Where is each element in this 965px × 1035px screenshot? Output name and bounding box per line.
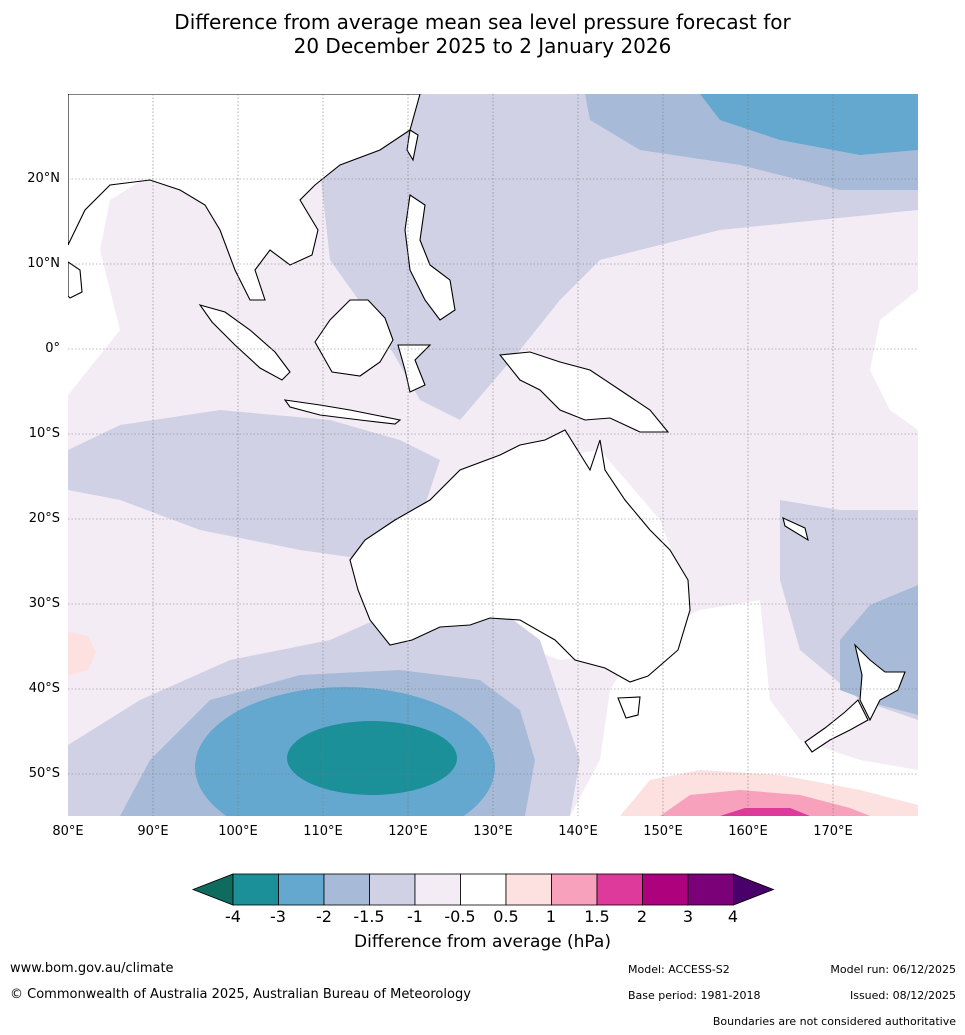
colorbar-swatch [687,873,734,906]
new-caledonia-coastline [782,517,809,542]
lat-label-20s: 20°S [28,511,60,526]
colorbar-extend-high [733,873,775,906]
lat-label-0: 0° [45,341,60,356]
lon-label-110e: 110°E [303,824,343,839]
sulawesi-coastline [397,344,432,393]
base-period: Base period: 1981-2018 [628,989,761,1002]
map-panel [68,94,918,816]
anomaly-zone-rose-southeast [660,790,870,816]
colorbar-tick-label: -1.5 [353,907,385,926]
colorbar-tick-label: 2 [636,907,648,926]
colorbar-swatch [596,873,643,906]
title-line-1: Difference from average mean sea level p… [174,10,791,34]
lat-label-20n: 20°N [27,171,60,186]
colorbar-swatch [505,873,552,906]
lat-label-40s: 40°S [28,681,60,696]
anomaly-zone-mid-blue-northeast [700,94,918,155]
lon-label-130e: 130°E [473,824,513,839]
lon-label-120e: 120°E [388,824,428,839]
colorbar-title: Difference from average (hPa) [354,932,611,952]
new-zealand-north-coastline [854,643,906,722]
lon-label-150e: 150°E [643,824,683,839]
lon-label-90e: 90°E [137,824,169,839]
model-run-date: Model run: 06/12/2025 [830,963,956,976]
anomaly-zone-white-east [870,290,918,430]
copyright-text: © Commonwealth of Australia 2025, Austra… [10,987,471,1002]
website-link[interactable]: www.bom.gov.au/climate [10,961,174,976]
anomaly-zone-lavender-west [68,410,440,560]
sri-lanka-coastline [68,261,83,299]
lat-label-10n: 10°N [27,256,60,271]
lat-label-30s: 30°S [28,596,60,611]
colorbar-tick-label: -1 [407,907,423,926]
colorbar-tick-label: 4 [727,907,739,926]
philippines-coastline [404,194,456,321]
map-title: Difference from average mean sea level p… [0,10,965,58]
colorbar-extend-low [191,873,234,906]
colorbar-swatch [642,873,689,906]
new-guinea-coastline [498,351,670,433]
colorbar-swatch [278,873,325,906]
colorbar-swatch [551,873,598,906]
lon-label-100e: 100°E [218,824,258,839]
colorbar-swatch [232,873,279,906]
colorbar-swatch [323,873,370,906]
colorbar [191,873,775,906]
colorbar-swatch [460,873,507,906]
anomaly-zone-teal-core [287,721,457,795]
issued-date: Issued: 08/12/2025 [849,989,956,1002]
colorbar-tick-label: -0.5 [444,907,476,926]
lat-label-50s: 50°S [28,766,60,781]
sumatra-coastline [198,304,291,381]
graticule [68,94,918,816]
anomaly-zone-pink-west [68,632,96,676]
lon-label-160e: 160°E [728,824,768,839]
borneo-coastline [314,299,394,377]
colorbar-swatch [414,873,461,906]
tasmania-coastline [617,696,641,719]
colorbar-tick-label: -3 [270,907,286,926]
colorbar-tick-label: 1.5 [584,907,610,926]
colorbar-tick-label: 0.5 [493,907,519,926]
colorbar-tick-label: -2 [316,907,332,926]
colorbar-tick-label: 1 [545,907,557,926]
new-zealand-south-coastline [804,699,869,753]
boundaries-disclaimer: Boundaries are not considered authoritat… [712,1015,956,1028]
colorbar-tick-label: 3 [682,907,694,926]
lat-label-10s: 10°S [28,426,60,441]
australia-coastline [349,429,691,683]
lon-label-170e: 170°E [813,824,853,839]
model-name: Model: ACCESS-S2 [628,963,730,976]
anomaly-zone-magenta-southeast [720,808,810,816]
lon-label-80e: 80°E [52,824,84,839]
coastlines [68,94,906,753]
colorbar-swatch [369,873,416,906]
java-coastline [283,399,402,425]
lon-label-140e: 140°E [558,824,598,839]
title-line-2: 20 December 2025 to 2 January 2026 [293,34,672,58]
colorbar-tick-label: -4 [225,907,241,926]
anomaly-zone-lavender-tropics [320,94,918,420]
mainland-asia-coastline [68,94,421,301]
